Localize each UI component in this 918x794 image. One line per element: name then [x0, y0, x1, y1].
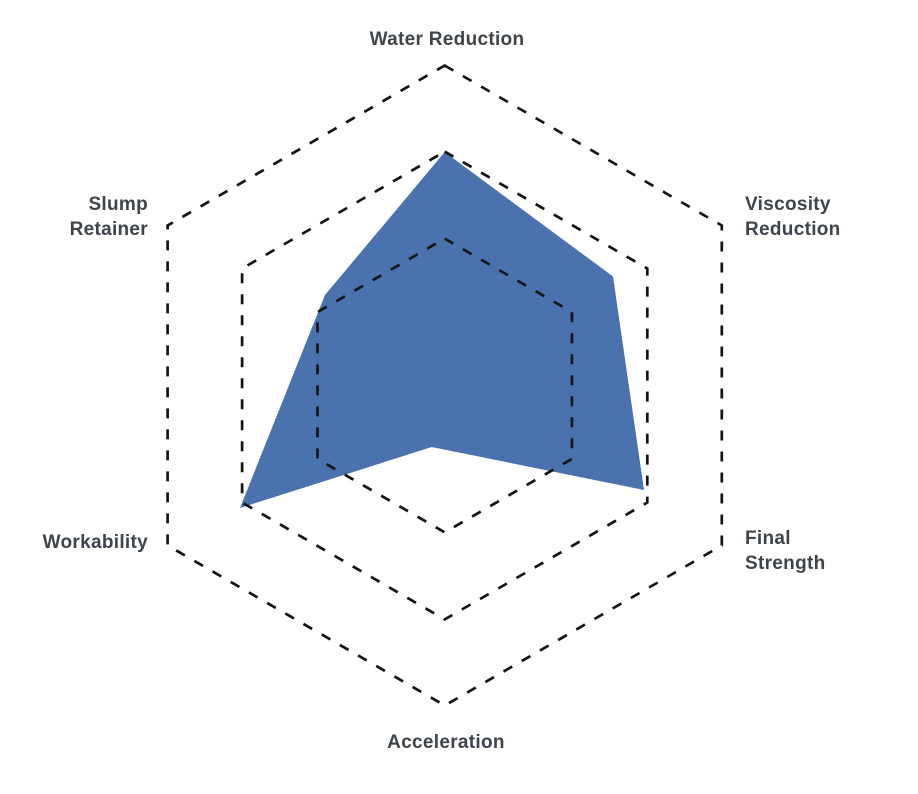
- axis-label-line: Reduction: [745, 219, 841, 240]
- axis-label-final-strength: Final Strength: [745, 526, 826, 576]
- axis-label-line: Slump: [88, 194, 148, 215]
- axis-label-workability: Workability: [43, 530, 148, 555]
- axis-label-line: Strength: [745, 553, 826, 574]
- radar-grid-ring-3: [166, 63, 724, 708]
- radar-series-polygon: [240, 152, 644, 508]
- axis-label-line: Viscosity: [745, 194, 831, 215]
- axis-label-viscosity-reduction: Viscosity Reduction: [745, 192, 841, 242]
- axis-label-slump-retainer: Slump Retainer: [70, 192, 148, 242]
- axis-label-acceleration: Acceleration: [387, 730, 505, 755]
- axis-label-line: Retainer: [69, 219, 148, 240]
- axis-label-line: Workability: [42, 532, 148, 553]
- axis-label-water-reduction: Water Reduction: [370, 27, 525, 52]
- axis-label-line: Water Reduction: [369, 29, 525, 50]
- radar-grid-ring-2: [240, 150, 649, 621]
- axis-label-line: Final: [745, 528, 791, 549]
- axis-label-line: Acceleration: [387, 732, 505, 753]
